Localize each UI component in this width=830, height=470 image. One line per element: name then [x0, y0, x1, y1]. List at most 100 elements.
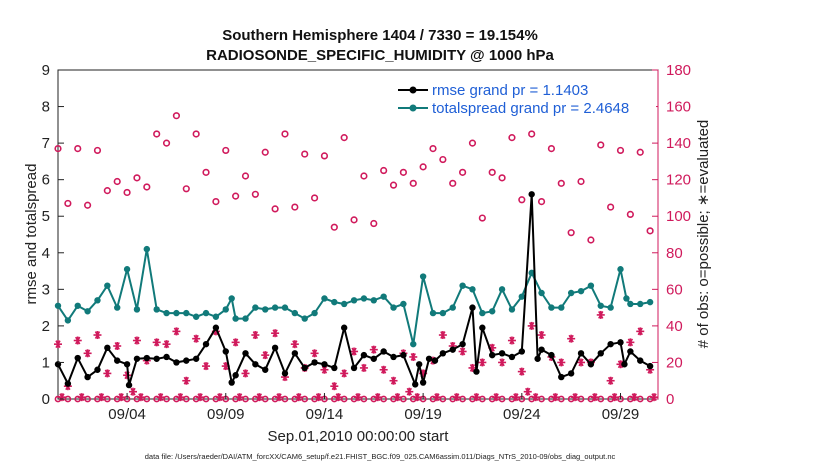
obs-possible-point — [389, 181, 398, 189]
y-tick-label: 3 — [42, 281, 50, 298]
obs-possible-point — [429, 144, 437, 153]
rmse-point — [508, 353, 516, 361]
rmse-point — [400, 351, 407, 359]
obs-evaluated-point — [531, 393, 540, 402]
obs-possible-point — [488, 168, 496, 176]
rmse-point — [617, 339, 624, 346]
totalspread-point — [637, 300, 644, 308]
rmse-point — [498, 350, 506, 357]
obs-evaluated-point — [330, 382, 339, 391]
obs-possible-point — [538, 395, 545, 403]
y-right-tick-label: 60 — [666, 281, 683, 298]
x-tick-label: 09/19 — [404, 406, 442, 423]
obs-evaluated-point — [241, 369, 250, 378]
obs-possible-point — [172, 112, 181, 120]
obs-possible-point — [360, 172, 368, 180]
x-tick-label: 09/29 — [602, 406, 640, 423]
obs-possible-point — [439, 395, 447, 403]
totalspread-point — [459, 282, 466, 289]
totalspread-point — [153, 306, 160, 313]
obs-possible-point — [271, 205, 279, 213]
obs-possible-point — [310, 194, 319, 202]
totalspread-point — [173, 309, 180, 317]
obs-evaluated-point — [498, 358, 507, 367]
rmse-point — [607, 340, 614, 348]
obs-evaluated-point — [215, 393, 224, 402]
rmse-point — [412, 381, 419, 388]
obs-possible-point — [222, 146, 230, 155]
totalspread-point — [202, 309, 210, 317]
obs-possible-point — [163, 395, 170, 403]
y-tick-label: 7 — [42, 135, 50, 152]
obs-possible-point — [528, 130, 536, 138]
totalspread-point — [183, 309, 190, 317]
rmse-point — [321, 361, 328, 368]
obs-possible-point — [64, 395, 72, 403]
totalspread-point — [94, 297, 101, 304]
totalspread-point — [538, 289, 545, 297]
obs-evaluated-point — [320, 365, 329, 374]
obs-evaluated-point — [537, 331, 546, 340]
obs-evaluated-point — [606, 376, 615, 385]
obs-possible-point — [241, 172, 250, 180]
obs-possible-point — [360, 395, 368, 403]
obs-possible-point — [202, 168, 210, 176]
obs-possible-point — [182, 185, 190, 193]
obs-possible-point — [380, 166, 388, 175]
totalspread-point — [212, 313, 220, 320]
obs-possible-point — [419, 163, 427, 171]
totalspread-point — [607, 304, 614, 311]
totalspread-point — [370, 297, 377, 304]
totalspread-point — [449, 304, 456, 311]
rmse-point — [173, 359, 180, 366]
obs-possible-point — [281, 395, 289, 403]
y-tick-label: 5 — [42, 208, 50, 225]
obs-possible-point — [182, 395, 190, 403]
obs-possible-point — [301, 150, 309, 158]
obs-evaluated-point — [340, 369, 349, 378]
rmse-point — [431, 357, 439, 364]
rmse-point — [143, 354, 151, 362]
rmse-point — [252, 361, 259, 368]
rmse-point — [104, 344, 111, 352]
obs-evaluated-point — [405, 387, 414, 396]
y-right-tick-label: 100 — [666, 208, 691, 225]
y-axis-right-label: # of obs: o=possible; ∗=evaluated — [695, 120, 712, 349]
obs-evaluated-point — [432, 393, 441, 402]
obs-evaluated-point — [261, 351, 270, 360]
obs-possible-point — [459, 168, 467, 176]
totalspread-point — [469, 286, 476, 293]
obs-possible-point — [330, 223, 338, 231]
obs-evaluated-point — [103, 369, 112, 378]
totalspread-point — [252, 304, 259, 311]
legend: rmse grand pr = 1.1403 totalspread grand… — [394, 80, 656, 120]
obs-evaluated-point — [626, 338, 635, 347]
obs-evaluated-point — [73, 336, 82, 345]
totalspread-point — [228, 295, 235, 302]
totalspread-point — [350, 297, 358, 304]
rmse-point — [380, 348, 387, 355]
obs-evaluated-point — [571, 393, 580, 402]
totalspread-point — [133, 306, 141, 313]
obs-evaluated-point — [93, 331, 102, 340]
obs-evaluated-point — [350, 347, 359, 356]
rmse-point — [74, 354, 81, 362]
rmse-point — [597, 350, 604, 357]
data-file-footer: data file: /Users/raeder/DAI/ATM_forcXX/… — [145, 452, 616, 461]
totalspread-point — [192, 313, 200, 320]
totalspread-point — [340, 300, 348, 308]
rmse-point — [202, 340, 210, 348]
legend-rmse-marker — [409, 86, 417, 94]
obs-possible-point — [74, 144, 82, 153]
obs-evaluated-point — [77, 393, 86, 402]
totalspread-point — [498, 286, 506, 293]
y-axis-label: rmse and totalspread — [23, 164, 40, 305]
obs-possible-point — [577, 395, 585, 403]
y-tick-label: 6 — [42, 172, 50, 189]
rmse-point — [125, 381, 133, 389]
obs-evaluated-point — [251, 331, 260, 340]
totalspread-point — [281, 304, 289, 311]
obs-possible-point — [143, 183, 151, 191]
obs-evaluated-point — [478, 358, 487, 367]
obs-evaluated-point — [117, 393, 126, 402]
